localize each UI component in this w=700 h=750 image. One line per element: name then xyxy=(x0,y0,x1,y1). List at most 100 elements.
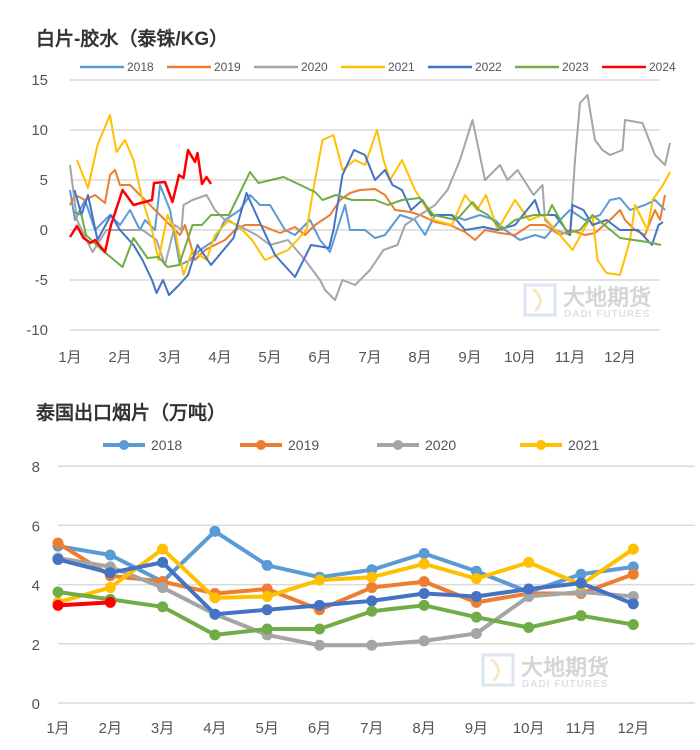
x-tick-label: 3月 xyxy=(151,720,174,737)
y-tick-label: 10 xyxy=(31,122,48,139)
x-tick-label: 4月 xyxy=(203,720,226,737)
x-tick-label: 5月 xyxy=(256,720,279,737)
x-tick-label: 11月 xyxy=(555,349,586,366)
series-line-series-6 xyxy=(57,590,634,637)
x-tick-label: 11月 xyxy=(566,720,597,737)
x-tick-label: 12月 xyxy=(617,720,649,737)
series-line-2021 xyxy=(76,114,671,276)
series-line-2023 xyxy=(74,171,662,268)
watermark-text-en: DADI FUTURES xyxy=(564,309,650,320)
data-point-series-6 xyxy=(366,605,378,617)
x-tick-label: 6月 xyxy=(308,349,331,366)
data-point-series-6 xyxy=(575,610,587,622)
x-tick-label: 6月 xyxy=(308,720,331,737)
legend-label-2018: 2018 xyxy=(127,60,154,74)
data-point-2020 xyxy=(470,627,482,639)
data-point-series-5 xyxy=(261,604,273,616)
data-point-series-5 xyxy=(366,595,378,607)
y-tick-label: 5 xyxy=(40,172,48,189)
data-point-series-6 xyxy=(523,622,535,634)
data-point-2021 xyxy=(314,574,325,586)
x-tick-label: 8月 xyxy=(412,720,435,737)
series-line-2024 xyxy=(68,148,213,254)
y-tick-label: 6 xyxy=(32,518,40,535)
data-point-series-6 xyxy=(52,586,64,598)
data-point-2021 xyxy=(209,592,221,604)
data-point-2021 xyxy=(627,543,639,555)
x-tick-label: 1月 xyxy=(58,349,81,366)
data-point-2018 xyxy=(209,525,221,537)
data-point-series-5 xyxy=(523,583,535,595)
data-point-series-6 xyxy=(314,623,325,635)
x-tick-label: 7月 xyxy=(358,349,381,366)
x-tick-label: 10月 xyxy=(504,349,536,366)
data-point-series-6 xyxy=(418,599,430,611)
y-tick-label: 4 xyxy=(32,578,40,595)
data-point-series-5 xyxy=(209,608,221,620)
legend-label-2018: 2018 xyxy=(151,437,182,453)
y-tick-label: 15 xyxy=(31,72,48,89)
legend-label-2023: 2023 xyxy=(562,60,589,74)
series-line-2019 xyxy=(56,541,634,612)
y-tick-label: 0 xyxy=(40,222,48,239)
x-tick-label: 4月 xyxy=(208,349,231,366)
y-tick-label: 2 xyxy=(32,637,40,654)
legend-label-2020: 2020 xyxy=(301,60,328,74)
data-point-series-5 xyxy=(418,587,430,599)
x-tick-label: 2月 xyxy=(99,720,122,737)
data-point-2018 xyxy=(261,559,273,571)
data-point-series-5 xyxy=(52,553,64,565)
data-point-2019 xyxy=(52,537,64,549)
series-line-series-7 xyxy=(57,600,111,608)
data-point-2021 xyxy=(470,573,482,585)
watermark-logo-mark xyxy=(490,657,500,683)
series-line-2020 xyxy=(57,555,634,648)
series-line-2020 xyxy=(69,94,671,301)
y-tick-label: 8 xyxy=(32,459,40,476)
data-point-series-5 xyxy=(627,598,639,610)
data-point-series-5 xyxy=(314,599,325,611)
x-tick-label: 9月 xyxy=(458,349,481,366)
data-point-2021 xyxy=(104,582,116,594)
legend-label-2022: 2022 xyxy=(475,60,502,74)
data-point-2019 xyxy=(366,582,378,594)
watermark-logo-icon xyxy=(481,653,515,687)
data-point-2021 xyxy=(523,556,535,568)
legend-label-2024: 2024 xyxy=(649,60,676,74)
data-point-series-7 xyxy=(52,599,64,611)
x-tick-label: 1月 xyxy=(46,720,69,737)
data-point-2019 xyxy=(418,576,430,588)
legend-label-2019: 2019 xyxy=(214,60,241,74)
watermark-logo-mark xyxy=(532,287,542,313)
legend-label-2021: 2021 xyxy=(568,437,599,453)
x-tick-label: 8月 xyxy=(408,349,431,366)
data-point-series-6 xyxy=(261,623,273,635)
series-line-2021 xyxy=(57,547,635,605)
series-line-2022 xyxy=(73,149,664,296)
data-point-2018 xyxy=(104,549,116,561)
watermark-text-cn: 大地期货 xyxy=(563,285,651,310)
data-point-2020 xyxy=(418,635,430,647)
y-tick-label: -5 xyxy=(35,272,48,289)
data-point-2018 xyxy=(575,568,587,580)
x-tick-label: 7月 xyxy=(360,720,383,737)
data-point-series-6 xyxy=(157,601,169,613)
data-point-2021 xyxy=(157,543,169,555)
data-point-2021 xyxy=(366,571,378,583)
x-tick-label: 12月 xyxy=(604,349,636,366)
data-point-series-6 xyxy=(627,619,639,631)
data-point-series-7 xyxy=(104,596,116,608)
x-tick-label: 5月 xyxy=(258,349,281,366)
legend-marker-2020 xyxy=(393,440,403,450)
x-tick-label: 10月 xyxy=(513,720,545,737)
data-point-2019 xyxy=(627,568,639,580)
legend-marker-2019 xyxy=(256,440,266,450)
data-point-2020 xyxy=(366,639,378,651)
legend-label-2019: 2019 xyxy=(288,437,319,453)
watermark-text-en: DADI FUTURES xyxy=(522,679,608,690)
watermark-text-cn: 大地期货 xyxy=(521,655,609,680)
data-point-2020 xyxy=(314,639,325,651)
